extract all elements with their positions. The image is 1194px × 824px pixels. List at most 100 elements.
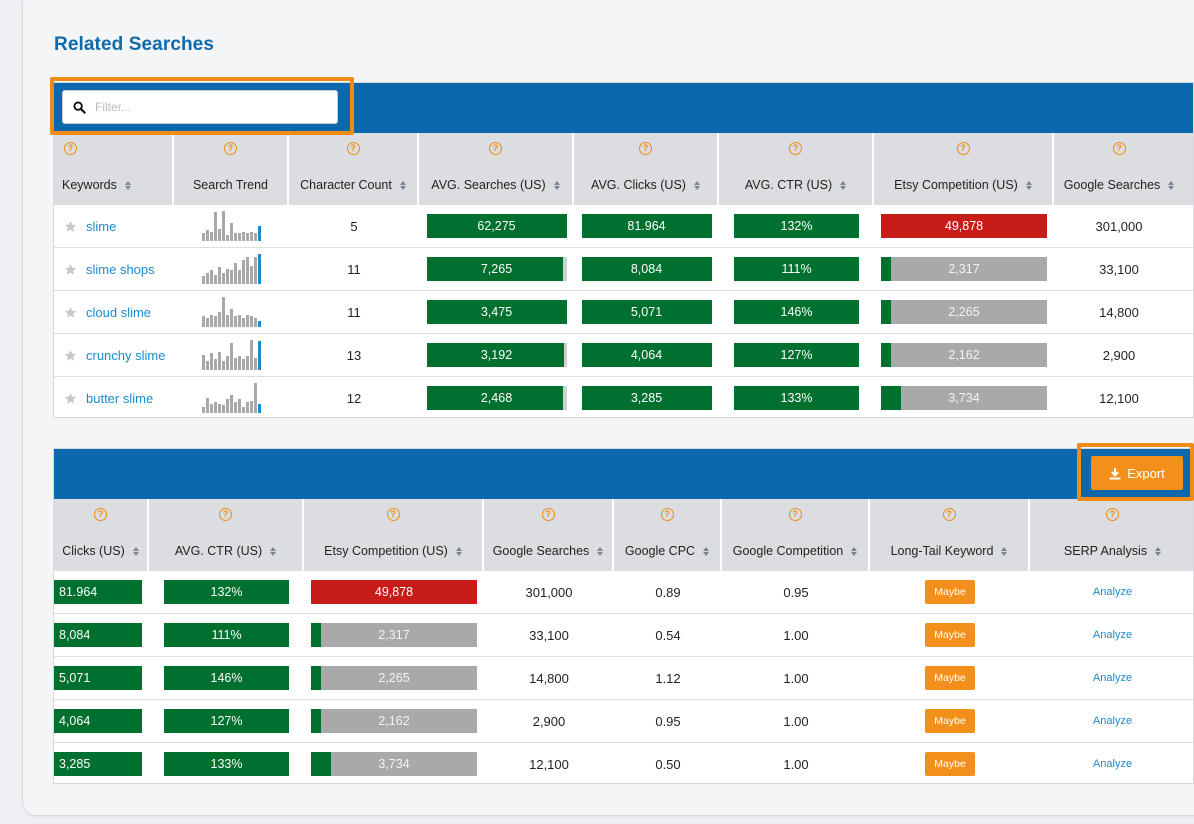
avg-ctr-cell: 146% [719, 291, 874, 333]
column-header-label[interactable]: AVG. Clicks (US) [591, 178, 700, 192]
trend-bar [210, 270, 213, 284]
google-searches: 33,100 [529, 627, 569, 643]
table-header: ? Clicks (US)? AVG. CTR (US)? Etsy Competit… [54, 499, 1193, 571]
avg-searches-cell: 3,475 [419, 291, 574, 333]
sort-icon[interactable] [455, 546, 462, 556]
sort-icon[interactable] [124, 180, 131, 190]
help-icon[interactable]: ? [94, 508, 107, 521]
trend-bar [226, 315, 229, 327]
sort-icon[interactable] [1155, 546, 1162, 556]
column-header-label[interactable]: Clicks (US) [62, 544, 139, 558]
etsy-competition-cell: 3,734 [874, 377, 1054, 417]
column-header-label[interactable]: Google CPC [625, 544, 710, 558]
column-header-label[interactable]: Long-Tail Keyword [891, 544, 1008, 558]
column-header-label[interactable]: AVG. CTR (US) [745, 178, 847, 192]
column-header: ? Google CPC [614, 499, 722, 571]
analyze-link[interactable]: Analyze [1092, 715, 1133, 727]
sort-icon[interactable] [399, 180, 406, 190]
avg-clicks-cell: 8,084 [574, 248, 719, 290]
column-header-label[interactable]: Keywords [62, 178, 131, 192]
column-header-label[interactable]: Google Competition [732, 544, 858, 558]
sort-icon[interactable] [703, 546, 710, 556]
help-icon[interactable]: ? [789, 142, 802, 155]
keyword-link[interactable]: crunchy slime [86, 347, 166, 363]
column-header-label[interactable]: Google Searches [493, 544, 604, 558]
trend-bar [218, 312, 221, 327]
trend-bar [230, 223, 233, 241]
filter-highlight [50, 77, 354, 135]
help-icon[interactable]: ? [346, 142, 360, 155]
avg-clicks-bar: 3,285 [581, 386, 712, 410]
sort-icon[interactable] [597, 546, 604, 556]
avg-searches-value: 3,475 [480, 305, 513, 319]
avg-searches-value: 2,468 [480, 391, 513, 405]
help-icon[interactable]: ? [1112, 142, 1126, 155]
help-icon[interactable]: ? [942, 508, 956, 521]
column-header-label[interactable]: Google Searches [1064, 178, 1175, 192]
column-header-label[interactable]: Etsy Competition (US) [894, 178, 1032, 192]
help-icon[interactable]: ? [660, 508, 674, 521]
etsy-competition-bar-fill [311, 752, 331, 776]
column-header-label[interactable]: SERP Analysis [1064, 544, 1162, 558]
avg-ctr-value: 127% [780, 348, 813, 362]
character-count: 5 [350, 218, 358, 234]
keyword-link[interactable]: cloud slime [86, 304, 152, 320]
column-header-label[interactable]: Etsy Competition (US) [324, 544, 462, 558]
star-icon[interactable] [64, 263, 77, 276]
keyword-link[interactable]: slime shops [86, 261, 155, 277]
column-header-text: Google Competition [732, 544, 844, 558]
filter-box[interactable] [62, 90, 338, 124]
keyword-link[interactable]: butter slime [86, 390, 154, 406]
etsy-competition-cell: 3,734 [304, 743, 484, 783]
help-icon[interactable]: ? [386, 508, 400, 521]
google-searches-cell: 301,000 [1054, 205, 1184, 247]
export-button[interactable]: Export [1091, 456, 1183, 490]
star-icon[interactable] [64, 306, 77, 319]
sort-icon[interactable] [1168, 180, 1175, 190]
column-header-label[interactable]: Character Count [300, 178, 406, 192]
avg-clicks-cell: 3,285 [574, 377, 719, 417]
column-header-label[interactable]: AVG. Searches (US) [431, 178, 560, 192]
help-icon[interactable]: ? [489, 142, 502, 155]
star-icon[interactable] [64, 349, 77, 362]
page-title: Related Searches [54, 34, 215, 55]
help-icon[interactable]: ? [64, 142, 77, 155]
column-header-label[interactable]: AVG. CTR (US) [175, 544, 277, 558]
export-highlight [1077, 443, 1194, 501]
analyze-link[interactable]: Analyze [1092, 672, 1133, 684]
help-icon[interactable]: ? [541, 508, 555, 521]
sort-icon[interactable] [1025, 180, 1032, 190]
trend-bar [222, 273, 225, 284]
star-icon[interactable] [64, 392, 77, 405]
avg-clicks-cell: 8,084 [54, 614, 149, 656]
etsy-competition-cell: 2,317 [874, 248, 1054, 290]
sort-icon[interactable] [840, 180, 847, 190]
sort-icon[interactable] [693, 180, 700, 190]
avg-searches-bar: 7,265 [426, 257, 567, 281]
table-header: ? Keywords? Search Trend? Character Count? A… [54, 133, 1193, 205]
trend-bar [214, 275, 217, 284]
keyword-link[interactable]: slime [86, 218, 117, 234]
help-icon[interactable]: ? [1106, 508, 1119, 521]
sort-icon[interactable] [553, 180, 560, 190]
sort-icon[interactable] [851, 546, 858, 556]
analyze-link[interactable]: Analyze [1092, 586, 1133, 598]
google-cpc-cell: 0.95 [614, 700, 722, 742]
help-icon[interactable]: ? [639, 142, 652, 155]
help-icon[interactable]: ? [224, 142, 237, 155]
help-icon[interactable]: ? [956, 142, 970, 155]
sort-icon[interactable] [1001, 546, 1008, 556]
trend-bar [226, 356, 229, 370]
google-searches-cell: 12,100 [1054, 377, 1184, 417]
serp-analysis-cell: Analyze [1030, 657, 1193, 699]
star-icon[interactable] [64, 220, 77, 233]
google-searches-cell: 33,100 [484, 614, 614, 656]
help-icon[interactable]: ? [219, 508, 232, 521]
analyze-link[interactable]: Analyze [1092, 629, 1133, 641]
google-searches-cell: 14,800 [1054, 291, 1184, 333]
filter-input[interactable] [95, 100, 325, 114]
sort-icon[interactable] [270, 546, 277, 556]
analyze-link[interactable]: Analyze [1092, 758, 1133, 770]
help-icon[interactable]: ? [788, 508, 802, 521]
sort-icon[interactable] [132, 546, 139, 556]
